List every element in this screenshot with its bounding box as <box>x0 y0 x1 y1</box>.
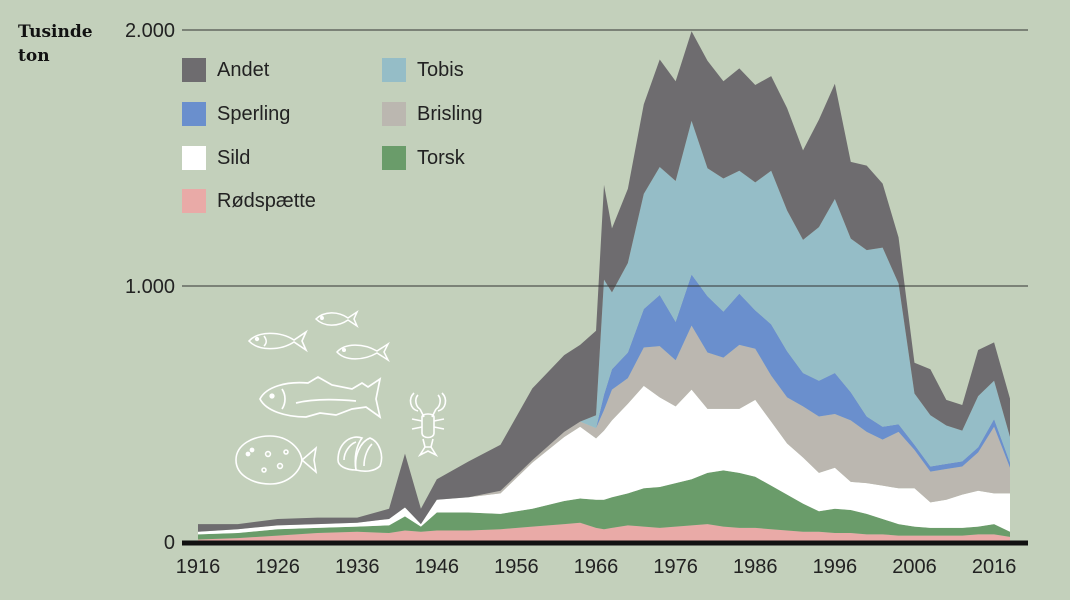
legend-label-andet: Andet <box>217 58 270 81</box>
legend-item-tobis: Tobis <box>382 58 464 82</box>
flatfish-icon <box>235 435 318 485</box>
legend-swatch-brisling <box>382 102 406 126</box>
x-tick-label: 1986 <box>733 556 778 578</box>
x-tick-label: 1966 <box>574 556 619 578</box>
legend-item-torsk: Torsk <box>382 146 465 170</box>
legend-label-tobis: Tobis <box>417 58 464 81</box>
x-tick-label: 1926 <box>255 556 300 578</box>
area-rodspaette <box>198 522 1010 542</box>
mussel-icon <box>337 436 383 472</box>
legend-label-sperling: Sperling <box>217 102 291 125</box>
y-axis-label: Tusinde ton <box>18 20 93 68</box>
legend-item-rodspaette: Rødspætte <box>182 189 316 213</box>
x-tick-label: 1956 <box>494 556 539 578</box>
area-layers <box>198 31 1010 542</box>
legend-label-rodspaette: Rødspætte <box>217 189 316 212</box>
area-torsk <box>198 470 1010 540</box>
legend-swatch-torsk <box>382 146 406 170</box>
y-tick-label: 2.000 <box>125 20 175 42</box>
legend-swatch-tobis <box>382 58 406 82</box>
legend-label-torsk: Torsk <box>417 146 465 169</box>
x-tick-label: 2006 <box>892 556 937 578</box>
y-tick-label: 1.000 <box>125 276 175 298</box>
legend-item-brisling: Brisling <box>382 102 483 126</box>
small-fish-icon <box>314 309 359 329</box>
cod-icon <box>259 376 382 419</box>
legend-label-brisling: Brisling <box>417 102 483 125</box>
legend-label-sild: Sild <box>217 146 251 169</box>
legend-swatch-andet <box>182 58 206 82</box>
area-sperling <box>198 274 1010 532</box>
x-tick-label: 1936 <box>335 556 380 578</box>
area-tobis <box>198 120 1010 532</box>
area-andet <box>198 31 1010 532</box>
gridlines <box>182 29 1028 287</box>
x-tick-label: 1976 <box>653 556 698 578</box>
small-fish-icon <box>335 341 390 363</box>
y-axis-label-line-2: ton <box>18 46 50 66</box>
x-tick-label: 1946 <box>415 556 460 578</box>
lobster-icon <box>409 392 447 457</box>
x-tick-label: 1916 <box>176 556 221 578</box>
legend-swatch-sild <box>182 146 206 170</box>
legend-item-andet: Andet <box>182 58 269 82</box>
x-tick-label: 1996 <box>813 556 858 578</box>
area-brisling <box>198 325 1010 532</box>
y-tick-labels: 0 1.000 2.000 <box>125 20 175 554</box>
legend-swatch-rodspaette <box>182 189 206 213</box>
legend-swatch-sperling <box>182 102 206 126</box>
area-sild <box>198 385 1010 535</box>
x-tick-labels: 1916 1926 1936 1946 1956 1966 1976 1986 1996 2006… <box>176 556 1017 578</box>
y-axis-label-line-1: Tusinde <box>18 22 93 42</box>
legend-item-sild: Sild <box>182 146 250 170</box>
y-tick-label: 0 <box>164 532 175 554</box>
small-fish-icon <box>247 329 308 353</box>
x-tick-label: 2016 <box>972 556 1017 578</box>
legend-item-sperling: Sperling <box>182 102 290 126</box>
